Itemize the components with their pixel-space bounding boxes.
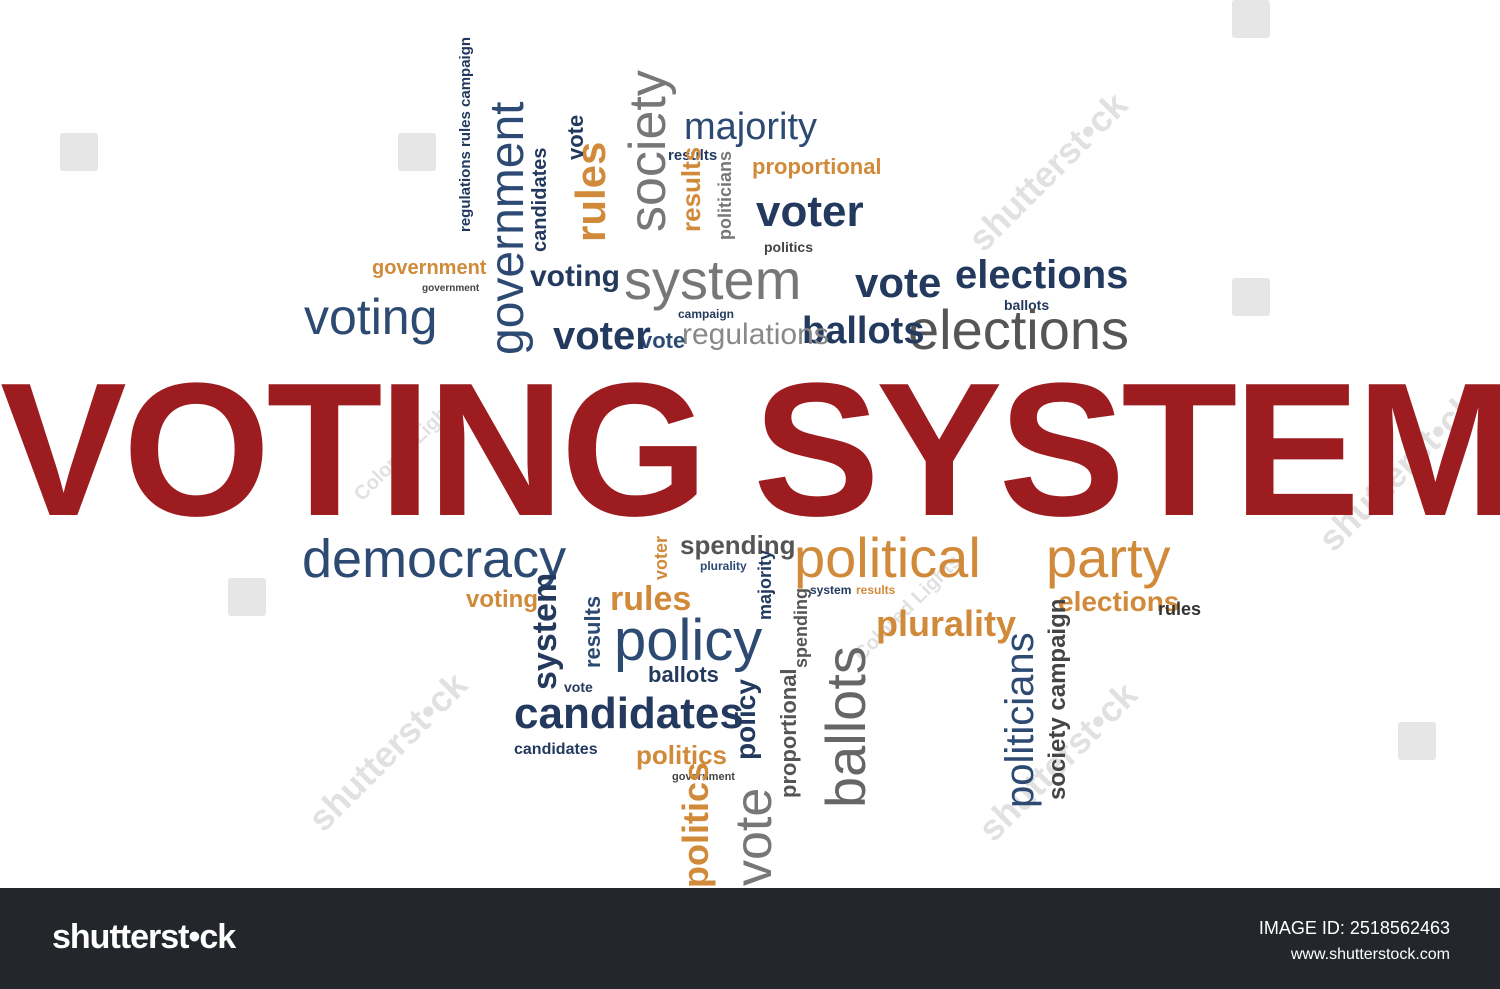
word-elections-bold: elections (955, 253, 1129, 297)
word-plurality: plurality (876, 603, 1017, 644)
word-vote: vote (640, 328, 686, 353)
watermark-square (1232, 278, 1270, 316)
word-rules-lower: rules (610, 580, 692, 618)
word-policy: policy (614, 608, 763, 673)
word-ballots-vertical: ballots (814, 646, 877, 808)
watermark-text: shutterst•ck (300, 663, 476, 839)
word-politicians-vertical: politicians (998, 632, 1042, 808)
word-voting-lower: voting (466, 586, 538, 613)
watermark-square (60, 133, 98, 171)
word-results-vertical-lower: results (580, 595, 605, 668)
footer-bar: shutterst•ck IMAGE ID: 2518562463 www.sh… (0, 888, 1500, 989)
word-plurality-small: plurality (700, 559, 747, 573)
word-voting-small: voting (530, 260, 620, 293)
word-ballots-lower: ballots (648, 662, 719, 687)
word-proportional: proportional (752, 154, 882, 179)
word-politics: politics (764, 239, 814, 255)
word-vote-bold: vote (855, 259, 942, 306)
word-proportional-vertical: proportional (776, 668, 801, 798)
site-url: www.shutterstock.com (1290, 946, 1450, 963)
word-voter-vertical: voter (651, 535, 671, 580)
word-majority: majority (684, 106, 818, 148)
image-canvas: shutterst•ck shutterst•ck shutterst•ck s… (0, 0, 1500, 888)
word-regulations-rules-campaign: regulations rules campaign (457, 36, 474, 232)
watermark-square (1232, 0, 1270, 38)
word-government-lower: government (672, 771, 735, 783)
word-candidates-big: candidates (514, 689, 744, 738)
word-ballots: ballots (802, 310, 925, 352)
title: VOTING SYSTEM (0, 344, 1500, 556)
word-government: government (372, 257, 487, 279)
word-ballots-small: ballots (1004, 297, 1050, 313)
word-majority-vertical: majority (755, 549, 775, 620)
word-politics-vertical: politics (675, 761, 716, 888)
word-spending-vertical: spending (791, 588, 811, 668)
word-candidates-small: candidates (514, 741, 598, 758)
word-voter-bold: voter (553, 314, 651, 358)
word-results: results (668, 147, 718, 164)
word-campaign: campaign (678, 307, 735, 321)
image-id-label: IMAGE ID: 2518562463 (1258, 918, 1450, 938)
word-elections: elections (908, 298, 1130, 361)
word-politicians: politicians (715, 150, 735, 240)
word-government: government (422, 283, 480, 294)
watermark-square (1398, 722, 1436, 760)
word-candidates: candidates (529, 147, 551, 252)
watermark-text: shutterst•ck (960, 83, 1136, 259)
watermark-square (398, 133, 436, 171)
word-results-vertical: results (676, 146, 706, 232)
brand-logo: shutterst•ck (52, 918, 236, 956)
word-system-small: system (810, 583, 852, 597)
word-rules-right: rules (1158, 599, 1202, 619)
word-voter: voter (756, 187, 864, 236)
word-politics-lower: politics (636, 740, 728, 770)
watermark-square (228, 578, 266, 616)
word-vote: vote (563, 114, 588, 160)
word-system-vertical: system (526, 572, 564, 690)
word-regulations: regulations (682, 318, 829, 351)
word-results-small: results (856, 583, 896, 597)
word-voting: voting (304, 289, 438, 345)
word-policy-vertical: policy (730, 679, 761, 760)
word-elections-lower: elections (1058, 586, 1180, 617)
word-vote-lower: vote (564, 679, 593, 695)
word-society: society (619, 70, 677, 232)
word-government-vertical: government (481, 101, 534, 355)
word-system: system (624, 248, 802, 311)
word-society-campaign: society campaign (1044, 598, 1071, 800)
word-party: party (1046, 526, 1171, 589)
word-political: political (794, 526, 981, 589)
word-vote-vertical: vote (725, 787, 783, 886)
word-spending: spending (680, 530, 796, 560)
word-democracy: democracy (302, 529, 567, 589)
